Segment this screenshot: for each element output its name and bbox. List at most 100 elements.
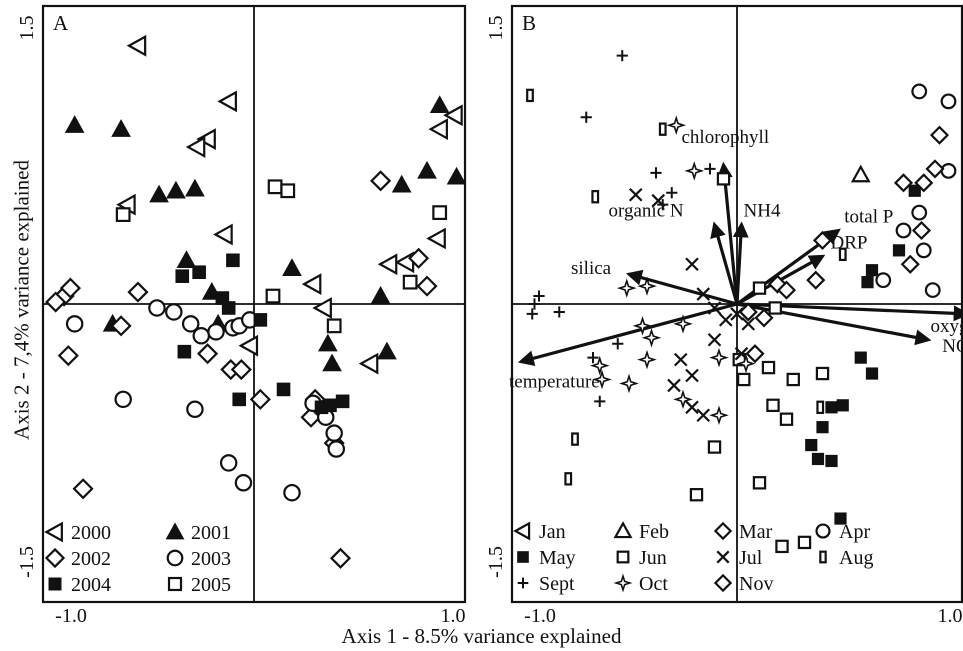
panel-a: A 1.5 -1.5 -1.0 1.0 2000 2001 2002 2003 2004 2005 [16, 4, 467, 627]
vector-arrow [716, 161, 739, 305]
data-point [779, 412, 794, 426]
data-point [301, 273, 322, 296]
data-point [685, 368, 699, 383]
data-point [914, 173, 934, 193]
data-point [666, 187, 678, 199]
x-tick-label: 1.0 [938, 605, 963, 627]
data-point [816, 421, 829, 434]
data-point [696, 408, 711, 423]
data-point [265, 288, 281, 304]
data-point [280, 183, 296, 199]
data-point [185, 178, 205, 197]
data-point [219, 454, 238, 472]
data-point [59, 277, 81, 299]
data-point [72, 478, 94, 500]
data-point [716, 172, 731, 186]
data-point [673, 389, 693, 410]
data-point [64, 115, 85, 133]
legend-marker [44, 547, 66, 569]
data-point [276, 382, 291, 397]
legend-marker [713, 521, 733, 541]
data-point [632, 316, 653, 336]
legend-label: May [539, 547, 576, 569]
data-point [685, 257, 699, 272]
legend-label: 2001 [191, 522, 231, 544]
data-point [673, 352, 688, 367]
data-point [165, 303, 183, 321]
data-point [249, 388, 271, 410]
data-point [553, 306, 565, 318]
data-point [704, 163, 716, 175]
data-point [192, 327, 211, 345]
data-point [861, 276, 874, 289]
data-point [417, 160, 437, 179]
data-point [377, 253, 398, 276]
data-point [45, 291, 67, 313]
y-tick-label: 1.5 [485, 16, 507, 41]
data-point [854, 351, 867, 364]
data-point [196, 128, 216, 150]
data-point [657, 199, 669, 211]
legend-marker [613, 573, 633, 593]
data-point [149, 184, 169, 203]
data-point [443, 104, 463, 127]
data-point [181, 315, 200, 333]
data-point [426, 227, 446, 250]
legend-marker [819, 550, 827, 564]
data-point [667, 378, 681, 393]
x-tick-label: -1.0 [55, 605, 87, 627]
data-point [752, 476, 767, 490]
legend-marker [616, 550, 630, 564]
data-point [911, 83, 928, 100]
data-point [709, 405, 729, 426]
data-point [253, 313, 268, 327]
data-point [215, 291, 230, 305]
data-point [111, 119, 131, 137]
data-point [283, 483, 301, 502]
y-tick-label: -1.5 [16, 546, 38, 578]
data-point [591, 190, 600, 204]
vector-arrow [732, 221, 749, 305]
data-point [238, 334, 259, 357]
data-point [226, 253, 240, 268]
data-point [432, 205, 448, 221]
data-point [940, 93, 957, 110]
data-point [612, 338, 624, 350]
y-axis-label: Axis 2 - 7,4% variance explained [9, 160, 34, 440]
data-point [115, 207, 131, 223]
data-point [416, 275, 438, 297]
data-point [232, 392, 247, 407]
data-point [911, 220, 932, 241]
data-point [207, 323, 225, 341]
data-point [797, 535, 812, 550]
data-point [641, 327, 662, 348]
data-point [571, 432, 579, 446]
data-point [838, 247, 847, 262]
legend-label: 2005 [191, 574, 231, 596]
data-point [893, 173, 914, 193]
data-point [745, 344, 765, 364]
vector-label: temperature [509, 372, 600, 393]
data-point [126, 34, 147, 57]
panel-b: B 1.5 -1.5 -1.0 1.0 chlorophyll total P organic… [485, 4, 963, 627]
vector-label: chlorophyll [682, 127, 770, 148]
data-point [673, 314, 693, 334]
legend-marker [517, 551, 529, 563]
data-point [402, 274, 418, 290]
data-point [526, 88, 534, 103]
data-point [900, 254, 920, 274]
data-point [335, 394, 350, 409]
data-point [587, 352, 599, 364]
data-point [377, 341, 397, 360]
data-point [929, 125, 950, 145]
data-point [908, 184, 921, 197]
legend-marker [716, 550, 730, 564]
data-point [684, 161, 705, 181]
data-point [815, 366, 830, 381]
legend-label: Jul [739, 547, 763, 569]
data-point [666, 115, 687, 135]
data-point [528, 298, 541, 310]
vector-label: oxygen [931, 316, 963, 337]
legend-label: 2003 [191, 548, 231, 570]
data-point [836, 399, 849, 412]
